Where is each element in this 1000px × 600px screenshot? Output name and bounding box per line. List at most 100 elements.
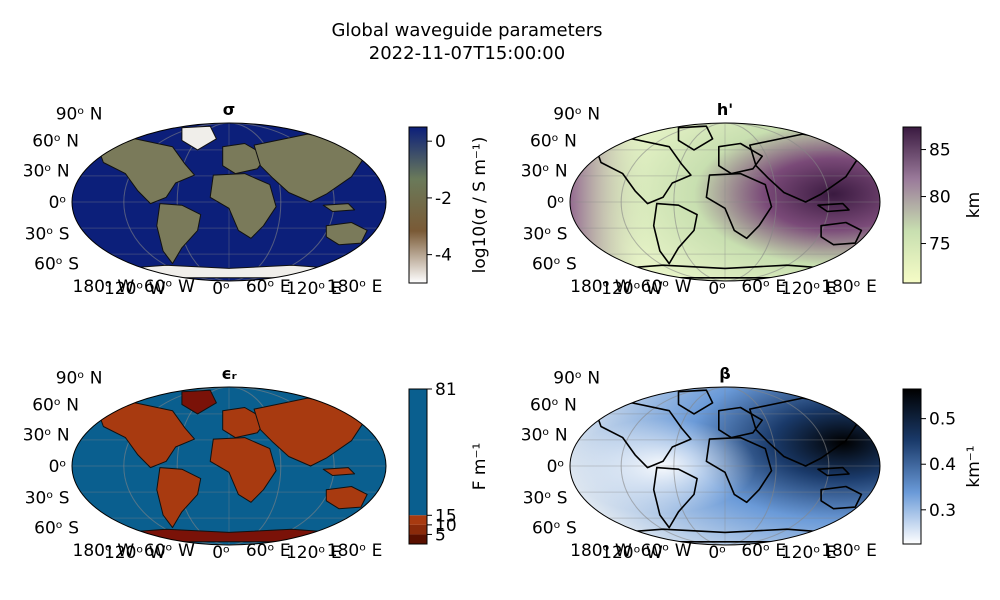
- lon-tick-label: 120ᵒ W: [601, 543, 663, 563]
- map-border: [71, 386, 387, 546]
- continent-outline: [322, 203, 356, 212]
- graticule-meridian: [620, 387, 830, 545]
- continent-outline: [652, 202, 698, 265]
- lat-tick-label: 30ᵒ N: [521, 425, 568, 445]
- field-overlay: [570, 123, 880, 281]
- lon-tick-label: 120ᵒ W: [104, 279, 166, 299]
- lon-tick-label: 180ᵒ W: [73, 277, 135, 297]
- graticule-meridian: [673, 387, 777, 545]
- lat-tick-label: 90ᵒ N: [56, 105, 103, 125]
- graticule-meridian: [123, 387, 335, 545]
- colorbar-tick-label: 75: [929, 235, 951, 255]
- colorbar-tick-label: 85: [929, 141, 951, 161]
- field-overlay: [570, 387, 880, 545]
- lat-tick-label: 30ᵒ S: [25, 225, 70, 245]
- lon-tick-label: 60ᵒ E: [246, 277, 291, 297]
- continent-outline: [156, 203, 202, 265]
- graticule-meridian: [123, 123, 335, 281]
- colorbar-label: log10(σ / S m⁻¹): [470, 137, 490, 274]
- colorbar-tick-label: 10: [435, 516, 457, 536]
- continent-outline: [209, 437, 277, 503]
- continent-outline: [718, 142, 763, 175]
- graticule-meridian: [176, 123, 282, 281]
- colorbar-tick-label: -2: [435, 189, 452, 209]
- colorbar-tick-label: -4: [435, 246, 452, 266]
- colorbar-fill: [409, 127, 427, 283]
- panel-title: β: [719, 364, 730, 383]
- colorbar-tick-label: 0.5: [929, 410, 956, 430]
- lat-tick-label: 30ᵒ N: [23, 425, 70, 445]
- colorbar-tick-label: 81: [435, 380, 457, 400]
- lat-tick-label: 0ᵒ: [49, 457, 67, 477]
- graticule-meridian: [176, 387, 282, 545]
- continent-outline: [817, 202, 850, 213]
- continent-outline: [325, 486, 368, 510]
- colorbar-tick-label: 15: [435, 506, 457, 526]
- continent-outline: [817, 466, 850, 477]
- graticule-meridian: [176, 387, 282, 545]
- continent-outline: [209, 173, 277, 239]
- lat-tick-label: 60ᵒ S: [34, 255, 79, 275]
- lon-tick-label: 180ᵒ W: [570, 541, 632, 561]
- lon-tick-label: 60ᵒ W: [641, 541, 692, 561]
- graticule-meridian: [176, 123, 282, 281]
- lon-tick-label: 0ᵒ: [212, 543, 230, 563]
- lat-tick-label: 0ᵒ: [49, 193, 67, 213]
- lat-tick-label: 30ᵒ N: [521, 161, 568, 181]
- colorbar-border: [408, 126, 428, 284]
- lon-tick-label: 180ᵒ E: [327, 541, 383, 561]
- graticule-meridian: [123, 123, 335, 281]
- lat-tick-label: 30ᵒ N: [23, 161, 70, 181]
- map-border: [569, 122, 881, 282]
- figure-title: Global waveguide parameters: [331, 20, 602, 41]
- continent-outline: [594, 402, 692, 469]
- lat-tick-label: 90ᵒ N: [56, 369, 103, 389]
- colorbar-tick-label: 0.3: [929, 501, 956, 521]
- lon-tick-label: 180ᵒ E: [821, 541, 877, 561]
- colorbar-border: [902, 388, 922, 545]
- colorbar-border: [408, 388, 428, 545]
- lon-tick-label: 60ᵒ E: [741, 541, 786, 561]
- lat-tick-label: 0ᵒ: [547, 193, 565, 213]
- colorbar-label: km⁻¹: [964, 445, 984, 487]
- continent-outline: [820, 221, 863, 246]
- lon-tick-label: 180ᵒ W: [570, 277, 632, 297]
- lat-tick-label: 90ᵒ N: [553, 369, 600, 389]
- lat-tick-label: 60ᵒ S: [34, 519, 79, 539]
- lat-tick-label: 60ᵒ N: [530, 395, 577, 415]
- colorbar-band: [409, 515, 427, 525]
- lon-tick-label: 60ᵒ W: [144, 277, 195, 297]
- colorbar-band: [409, 524, 427, 535]
- colorbar: 0.5 0.4 0.3 km⁻¹: [902, 388, 984, 545]
- lon-tick-label: 0ᵒ: [708, 543, 726, 563]
- lat-tick-label: 60ᵒ N: [530, 131, 577, 151]
- lat-tick-label: 90ᵒ N: [553, 105, 600, 125]
- map-border: [71, 122, 387, 282]
- lat-tick-label: 60ᵒ S: [532, 519, 577, 539]
- figure-subtitle: 2022-11-07T15:00:00: [369, 43, 565, 64]
- continent-outline: [594, 138, 692, 205]
- colorbar-tick-label: 0: [435, 132, 446, 152]
- colorbar: 0 -2 -4 log10(σ / S m⁻¹): [408, 126, 490, 284]
- lon-tick-label: 120ᵒ E: [781, 543, 837, 563]
- continent-outline: [96, 402, 195, 469]
- continent-outline: [677, 125, 714, 151]
- colorbar-border: [902, 126, 922, 284]
- lat-tick-label: 30ᵒ S: [523, 489, 568, 509]
- colorbar-tick-label: 5: [435, 525, 446, 545]
- lat-tick-label: 60ᵒ N: [32, 131, 79, 151]
- lon-tick-label: 120ᵒ E: [286, 279, 342, 299]
- continent-outline: [96, 138, 195, 205]
- lon-tick-label: 180ᵒ E: [821, 277, 877, 297]
- lat-tick-label: 60ᵒ N: [32, 395, 79, 415]
- map-border: [569, 386, 881, 546]
- colorbar-label: F m⁻¹: [470, 443, 490, 491]
- colorbar-band: [409, 534, 427, 544]
- graticule-meridian: [673, 387, 777, 545]
- colorbar-label: km: [964, 192, 984, 218]
- continent-outline: [181, 389, 217, 415]
